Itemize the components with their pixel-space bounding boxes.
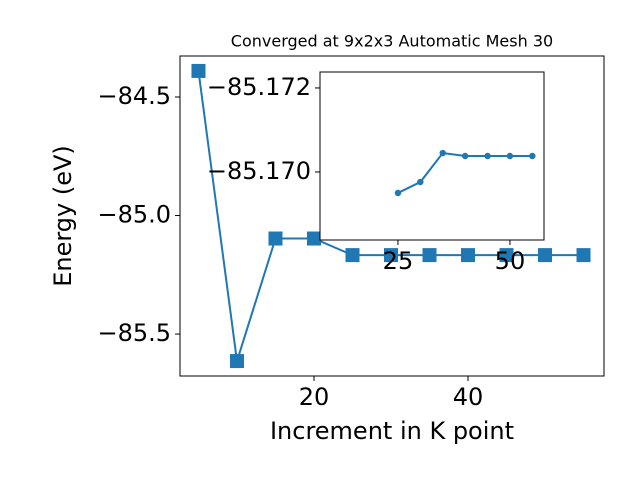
marker (345, 248, 360, 263)
marker (383, 248, 398, 263)
plot-frame (319, 71, 545, 241)
marker (268, 231, 283, 246)
marker (229, 354, 244, 369)
y-tick-label: −85.170 (207, 157, 311, 185)
plot-area (394, 149, 536, 197)
chart-title: Converged at 9x2x3 Automatic Mesh 30 (231, 32, 553, 51)
marker (484, 152, 491, 160)
marker (461, 152, 469, 160)
y-tick-label: −84.5 (97, 82, 171, 110)
x-tick-label: 40 (453, 383, 484, 411)
marker (394, 189, 402, 197)
y-axis-label: Energy (eV) (49, 145, 77, 287)
marker (499, 248, 514, 263)
marker (576, 248, 591, 263)
marker (538, 248, 553, 263)
x-tick-label: 20 (299, 383, 330, 411)
marker (529, 152, 536, 160)
marker (422, 248, 437, 263)
y-tick-label: −85.0 (97, 201, 171, 229)
x-axis-label: Increment in K point (270, 417, 514, 445)
x-tick-label: 50 (495, 247, 526, 275)
marker (506, 152, 514, 160)
marker (191, 63, 206, 78)
y-tick-label: −85.5 (97, 319, 171, 347)
marker (306, 231, 321, 246)
x-tick-label: 25 (383, 247, 414, 275)
marker (439, 149, 446, 157)
y-tick-label: −85.172 (207, 73, 311, 101)
plot-area (191, 63, 591, 369)
marker (461, 248, 476, 263)
marker (417, 178, 424, 186)
